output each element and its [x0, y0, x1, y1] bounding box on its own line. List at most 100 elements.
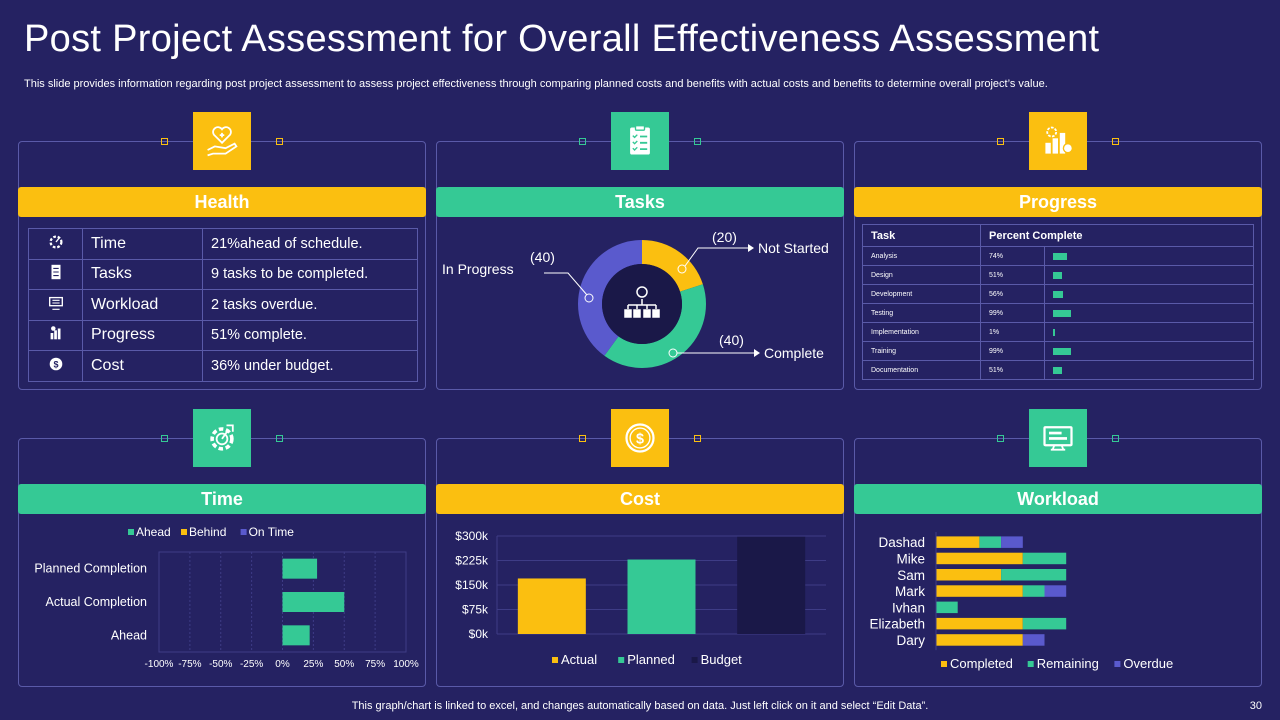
y-category-label: Dashad — [878, 535, 925, 550]
page-number: 30 — [1249, 700, 1262, 712]
donut-slice-complete — [604, 284, 706, 368]
monitor-icon — [28, 289, 83, 321]
x-tick-label: -50% — [209, 659, 232, 670]
health-row-workload: Workload 2 tasks overdue. — [28, 289, 418, 321]
workload-segment-completed — [936, 585, 1023, 597]
decor-square — [161, 138, 168, 145]
legend-label: Planned — [627, 652, 675, 667]
legend-label: Budget — [701, 652, 743, 667]
health-label: Time — [82, 228, 203, 260]
y-category-label: Elizabeth — [869, 617, 925, 632]
progress-row: Analysis 74% — [862, 246, 1254, 266]
in-progress-marker — [584, 293, 594, 303]
legend-swatch — [552, 657, 558, 663]
progress-percent: 74% — [980, 246, 1045, 266]
workload-segment-remaining — [936, 601, 958, 614]
tasks-title: Tasks — [436, 187, 844, 217]
workload-segment-remaining — [1022, 552, 1067, 565]
decor-square — [1112, 138, 1119, 145]
workload-segment-completed — [936, 617, 1023, 630]
workload-segment-overdue — [1022, 634, 1045, 646]
decor-square — [579, 435, 586, 442]
cost-icon-box: $ — [611, 409, 669, 467]
y-category-label: Mike — [896, 551, 925, 566]
in-progress-leader — [544, 272, 588, 296]
progress-bar — [1053, 347, 1072, 355]
progress-task: Design — [862, 265, 981, 285]
complete-arrow — [754, 349, 760, 357]
workload-title: Workload — [854, 484, 1262, 514]
progress-bar — [1053, 271, 1063, 279]
progress-title: Progress — [854, 187, 1262, 217]
org-chart-icon — [624, 286, 660, 318]
time-bar — [282, 558, 318, 579]
svg-text:$: $ — [53, 359, 58, 369]
progress-task: Implementation — [862, 322, 981, 342]
progress-task: Development — [862, 284, 981, 304]
progress-bar-cell — [1044, 265, 1254, 285]
decor-square — [694, 435, 701, 442]
cost-bar-chart: $0k $75k $150k $225k $300k Actual Planned Budge… — [455, 529, 826, 667]
legend-swatch — [240, 529, 247, 535]
workload-segment-completed — [936, 552, 1023, 565]
y-tick-label: $75k — [462, 603, 489, 617]
health-row-time: Time 21%ahead of schedule. — [28, 228, 418, 260]
health-title: Health — [18, 187, 426, 217]
legend-swatch — [691, 657, 698, 663]
progress-percent: 1% — [980, 322, 1045, 342]
cost-title: Cost — [436, 484, 844, 514]
progress-row: Development 56% — [862, 284, 1254, 304]
health-table: Time 21%ahead of schedule. Tasks 9 tasks to… — [28, 228, 418, 382]
y-category-label: Sam — [897, 568, 925, 583]
legend-label: Overdue — [1123, 656, 1173, 671]
progress-bar-cell — [1044, 246, 1254, 266]
progress-percent: 56% — [980, 284, 1045, 304]
dollar-icon: $ — [28, 350, 83, 382]
progress-percent: 99% — [980, 341, 1045, 361]
health-value: 2 tasks overdue. — [202, 289, 418, 321]
decor-square — [997, 138, 1004, 145]
slide-title: Post Project Assessment for Overall Effe… — [24, 18, 1100, 60]
complete-label: Complete — [764, 345, 824, 361]
progress-bar-cell — [1044, 360, 1254, 380]
legend-label: Completed — [950, 656, 1013, 671]
time-bar-chart: Ahead Behind On Time -100% -75% -50% -25% 0% 25%… — [34, 525, 419, 670]
health-row-cost: $ Cost 36% under budget. — [28, 350, 418, 382]
progress-percent: 51% — [980, 265, 1045, 285]
donut-slice-in-progress — [578, 240, 642, 356]
y-category-label: Actual Completion — [46, 595, 147, 609]
health-value: 21%ahead of schedule. — [202, 228, 418, 260]
cost-bar-budget — [737, 536, 806, 634]
progress-percent: 99% — [980, 303, 1045, 323]
x-tick-label: 100% — [393, 659, 419, 670]
cost-bar-actual — [517, 578, 586, 634]
time-bar — [282, 625, 310, 646]
y-category-label: Dary — [896, 633, 925, 648]
legend-label: Actual — [561, 652, 597, 667]
time-title: Time — [18, 484, 426, 514]
not-started-value: (20) — [712, 229, 737, 245]
footer-note: This graph/chart is linked to excel, and… — [351, 700, 929, 712]
x-tick-label: -75% — [178, 659, 201, 670]
progress-bar-cell — [1044, 303, 1254, 323]
health-label: Workload — [82, 289, 203, 321]
y-tick-label: $150k — [455, 578, 489, 592]
health-label: Cost — [82, 350, 203, 382]
y-tick-label: $0k — [469, 627, 489, 641]
legend-label: Behind — [189, 525, 226, 539]
x-tick-label: 25% — [303, 659, 323, 670]
decor-square — [694, 138, 701, 145]
legend-swatch — [618, 657, 625, 663]
legend-label: Ahead — [136, 525, 171, 539]
progress-icon-box — [1029, 112, 1087, 170]
x-tick-label: 50% — [334, 659, 354, 670]
workload-icon-box — [1029, 409, 1087, 467]
progress-bar — [1053, 290, 1064, 298]
y-category-label: Planned Completion — [34, 562, 147, 576]
progress-row: Testing 99% — [862, 303, 1254, 323]
workload-segment-completed — [936, 569, 1002, 581]
progress-bar-cell — [1044, 341, 1254, 361]
gear-clock-icon — [210, 424, 234, 451]
health-value: 51% complete. — [202, 319, 418, 351]
x-tick-label: 75% — [365, 659, 385, 670]
